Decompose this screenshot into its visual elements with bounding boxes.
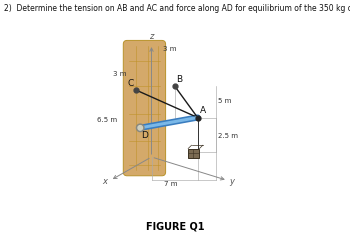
Circle shape <box>136 124 144 132</box>
Text: 3 m: 3 m <box>113 71 126 77</box>
Text: 3 m: 3 m <box>163 46 176 52</box>
Text: 5 m: 5 m <box>218 98 232 104</box>
Text: D: D <box>141 131 148 140</box>
Text: FIGURE Q1: FIGURE Q1 <box>146 221 204 231</box>
Text: B: B <box>176 75 182 84</box>
Circle shape <box>138 125 142 130</box>
FancyBboxPatch shape <box>123 40 166 176</box>
Text: x: x <box>102 177 107 187</box>
Text: 6.5 m: 6.5 m <box>97 117 117 123</box>
Text: A: A <box>199 106 205 115</box>
Text: z: z <box>149 32 154 41</box>
Text: 2)  Determine the tension on AB and AC and force along AD for equilibrium of the: 2) Determine the tension on AB and AC an… <box>4 4 350 12</box>
Text: 7 m: 7 m <box>163 181 177 187</box>
Text: 2.5 m: 2.5 m <box>218 133 238 139</box>
Text: y: y <box>230 177 235 187</box>
Text: C: C <box>127 79 134 88</box>
Bar <box>188 149 199 158</box>
